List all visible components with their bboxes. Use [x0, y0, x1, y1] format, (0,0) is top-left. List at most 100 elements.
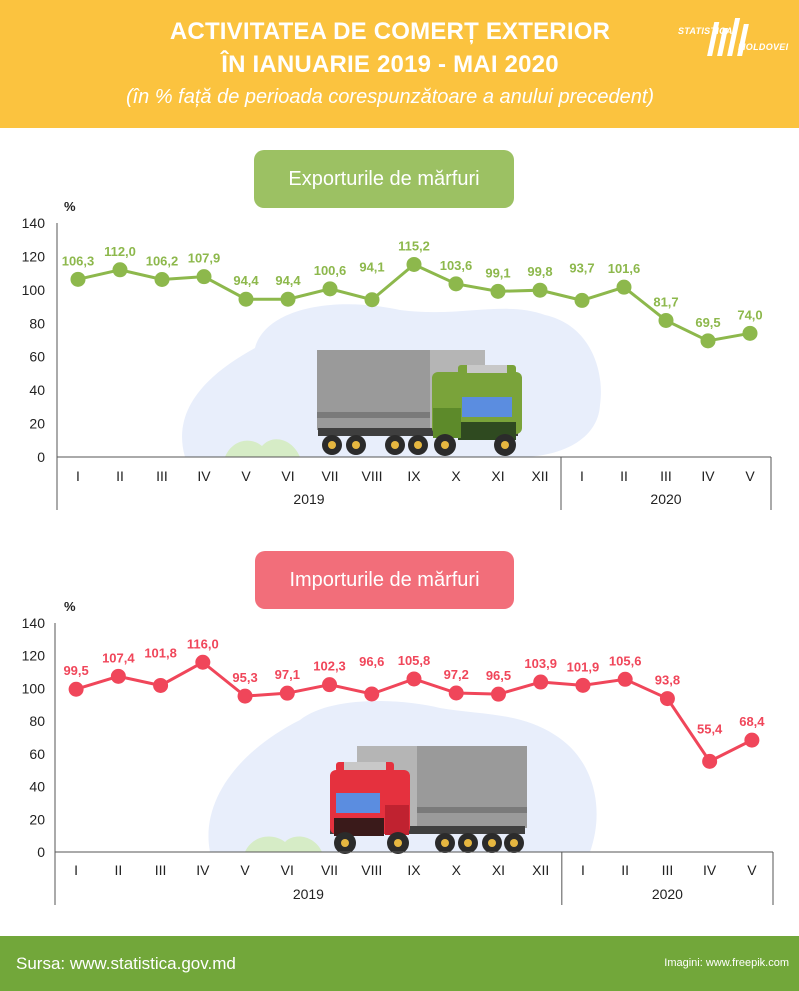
exports-data-point — [322, 281, 338, 297]
imports-data-point — [364, 686, 380, 702]
exports-ytick-label: 80 — [29, 315, 45, 331]
exports-ytick-label: 140 — [22, 215, 46, 231]
imports-xtick-label: VIII — [361, 862, 382, 878]
exports-ytick-label: 60 — [29, 349, 45, 365]
imports-data-label: 97,2 — [444, 667, 469, 682]
exports-data-label: 74,0 — [737, 307, 762, 322]
exports-data-label: 112,0 — [104, 244, 136, 259]
imports-data-label: 99,5 — [63, 663, 88, 678]
imports-data-point — [533, 674, 549, 690]
footer: Sursa: www.statistica.gov.md Imagini: ww… — [0, 936, 799, 991]
exports-xtick-label: IX — [407, 468, 421, 484]
exports-data-label: 106,2 — [146, 253, 179, 268]
imports-xtick-label: VII — [321, 862, 338, 878]
imports-xtick-label: V — [747, 862, 757, 878]
exports-data-point — [196, 269, 212, 285]
imports-data-point — [448, 685, 464, 701]
imports-xtick-label: III — [662, 862, 674, 878]
exports-data-label: 93,7 — [569, 260, 594, 275]
exports-xtick-label: IV — [701, 468, 715, 484]
imports-data-label: 93,8 — [655, 673, 680, 688]
exports-data-label: 103,6 — [440, 258, 473, 273]
imports-ytick-label: 20 — [29, 811, 45, 827]
imports-data-label: 95,3 — [232, 670, 257, 685]
exports-xtick-label: I — [580, 468, 584, 484]
page-title-line1: ACTIVITATEA DE COMERȚ EXTERIOR — [169, 18, 611, 45]
imports-ytick-label: 80 — [29, 713, 45, 729]
imports-xtick-label: XI — [492, 862, 505, 878]
exports-data-label: 94,4 — [233, 273, 259, 288]
exports-data-label: 99,8 — [527, 264, 552, 279]
exports-data-point — [742, 325, 758, 341]
imports-data-point — [68, 681, 84, 697]
imports-data-point — [575, 677, 591, 693]
imports-data-label: 105,6 — [609, 653, 642, 668]
imports-xtick-label: IX — [407, 862, 421, 878]
exports-series: 106,3 112,0 106,2 107,9 94,4 94,4 100,6 94,1 115… — [62, 238, 763, 349]
imports-ytick-label: 140 — [22, 615, 46, 631]
exports-title-pill: Exporturile de mărfuri — [254, 150, 514, 208]
imports-ytick-label: 40 — [29, 779, 45, 795]
imports-data-point — [279, 685, 295, 701]
imports-data-label: 68,4 — [739, 714, 765, 729]
imports-data-label: 105,8 — [398, 653, 431, 668]
exports-data-point — [112, 262, 128, 278]
logo: STATISTICA MOLDOVEI — [676, 14, 794, 66]
imports-xtick-label: V — [240, 862, 250, 878]
exports-data-label: 100,6 — [314, 263, 347, 278]
imports-xtick-label: X — [452, 862, 462, 878]
exports-data-point — [658, 312, 674, 328]
imports-xtick-label: I — [581, 862, 585, 878]
exports-data-point — [406, 256, 422, 272]
imports-ytick-label: 60 — [29, 746, 45, 762]
exports-data-point — [364, 292, 380, 308]
exports-data-label: 107,9 — [188, 251, 221, 266]
imports-data-point — [110, 668, 126, 684]
imports-xtick-label: I — [74, 862, 78, 878]
logo-text-top: STATISTICA — [678, 26, 733, 36]
page-title-line2: ÎN IANUARIE 2019 - MAI 2020 — [221, 51, 559, 78]
imports-xtick-label: VI — [281, 862, 294, 878]
exports-xtick-label: III — [660, 468, 672, 484]
imports-data-point — [702, 753, 718, 769]
exports-xtick-label: II — [116, 468, 124, 484]
exports-data-point — [154, 271, 170, 287]
exports-xtick-label: VII — [321, 468, 338, 484]
imports-data-point — [406, 671, 422, 687]
imports-unit-label: % — [64, 600, 76, 614]
exports-data-label: 94,1 — [359, 260, 384, 275]
exports-data-label: 69,5 — [695, 315, 720, 330]
imports-data-point — [490, 686, 506, 702]
exports-xtick-label: V — [745, 468, 755, 484]
exports-data-point — [532, 282, 548, 298]
exports-illustration-bush — [225, 439, 300, 457]
imports-data-label: 116,0 — [187, 636, 219, 651]
exports-data-point — [448, 276, 464, 292]
imports-xtick-label: II — [114, 862, 122, 878]
imports-ytick-label: 120 — [22, 648, 46, 664]
imports-illustration-bush — [245, 836, 322, 852]
source-text: Sursa: www.statistica.gov.md — [16, 954, 236, 973]
exports-xtick-label: VIII — [361, 468, 382, 484]
imports-xtick-label: IV — [703, 862, 717, 878]
imports-data-label: 96,6 — [359, 654, 384, 669]
exports-unit-label: % — [64, 200, 76, 214]
truck-illustration-red-icon — [330, 746, 527, 854]
exports-data-point — [238, 291, 254, 307]
exports-xtick-label: VI — [281, 468, 294, 484]
exports-xtick-label: V — [241, 468, 251, 484]
exports-xtick-label: XI — [491, 468, 504, 484]
imports-data-point — [237, 688, 253, 704]
imports-data-label: 101,9 — [567, 659, 600, 674]
exports-data-point — [280, 291, 296, 307]
exports-illustration — [182, 304, 601, 457]
exports-xtick-label: XII — [531, 468, 548, 484]
logo-text-bottom: MOLDOVEI — [738, 42, 789, 52]
imports-title-pill: Importurile de mărfuri — [255, 551, 514, 609]
imports-data-point — [195, 654, 211, 670]
logo-mark-icon — [707, 18, 749, 56]
imports-data-point — [659, 691, 675, 707]
exports-data-point — [574, 292, 590, 308]
exports-ytick-label: 120 — [22, 248, 46, 264]
imports-data-point — [153, 677, 169, 693]
